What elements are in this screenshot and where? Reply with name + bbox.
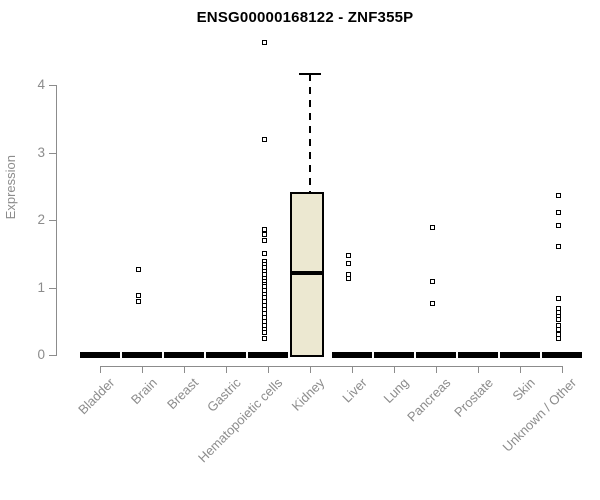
data-point — [262, 250, 267, 256]
whisker-line — [309, 73, 311, 193]
zero-value-bar — [164, 352, 204, 358]
x-tick-label: Brain — [127, 375, 160, 408]
data-point — [430, 224, 435, 230]
x-tick-label: Breast — [164, 375, 202, 413]
data-point — [262, 232, 267, 238]
data-point — [262, 330, 267, 336]
data-point — [136, 266, 141, 272]
x-tick-label: Prostate — [450, 375, 496, 420]
data-point — [346, 276, 351, 282]
x-tick-label: Kidney — [288, 375, 328, 414]
y-tick-label: 4 — [37, 77, 45, 92]
x-tick-label: Unknown / Other — [500, 375, 580, 455]
x-axis-tick — [520, 366, 521, 373]
y-axis-tick — [49, 152, 56, 154]
x-axis-tick — [478, 366, 479, 373]
x-axis-tick — [352, 366, 353, 373]
x-axis-tick — [562, 366, 563, 373]
data-point — [556, 243, 561, 249]
data-point — [262, 237, 267, 243]
x-axis-tick — [394, 366, 395, 373]
x-tick-label: Liver — [339, 375, 370, 406]
y-axis-label: Expression — [3, 155, 18, 220]
x-axis-line — [100, 366, 563, 367]
x-axis-tick — [268, 366, 269, 373]
y-axis-line — [56, 85, 57, 356]
y-axis-tick — [49, 220, 56, 221]
zero-value-bar — [122, 352, 162, 358]
data-point — [136, 298, 141, 304]
data-point — [346, 252, 351, 258]
data-point — [430, 278, 435, 284]
y-tick-label: 3 — [37, 144, 45, 160]
data-point — [262, 136, 267, 142]
data-point — [346, 261, 351, 267]
data-point — [430, 301, 435, 307]
data-point — [556, 326, 561, 332]
zero-value-bar — [80, 352, 120, 358]
chart-title: ENSG00000168122 - ZNF355P — [196, 9, 414, 26]
x-tick-label: Gastric — [203, 375, 244, 415]
data-point — [556, 295, 561, 301]
data-point — [262, 39, 267, 45]
data-point — [262, 226, 267, 232]
x-axis-tick — [310, 366, 311, 373]
zero-value-bar — [416, 352, 456, 358]
zero-value-bar — [500, 352, 540, 358]
x-tick-label: Pancreas — [404, 375, 454, 425]
data-point — [136, 293, 141, 299]
zero-value-bar — [542, 352, 582, 358]
zero-value-bar — [248, 352, 288, 358]
y-tick-label: 2 — [37, 212, 45, 227]
median-line — [290, 271, 324, 276]
data-point — [262, 335, 267, 341]
data-point — [556, 335, 561, 341]
data-point — [556, 222, 561, 228]
zero-value-bar — [458, 352, 498, 358]
zero-value-bar — [332, 352, 372, 358]
zero-value-bar — [374, 352, 414, 358]
y-tick-label: 1 — [37, 279, 45, 295]
x-tick-label: Bladder — [75, 375, 118, 418]
x-axis-tick — [436, 366, 437, 373]
y-axis-tick — [49, 287, 56, 289]
x-axis-tick — [226, 366, 227, 373]
x-axis-tick — [142, 366, 143, 373]
x-axis-tick — [184, 366, 185, 373]
zero-value-bar — [206, 352, 246, 358]
data-point — [556, 317, 561, 323]
data-point — [556, 192, 561, 198]
y-axis-tick — [49, 355, 56, 356]
x-tick-label: Skin — [509, 375, 538, 404]
data-point — [556, 210, 561, 216]
x-tick-label: Lung — [380, 375, 412, 407]
y-tick-label: 0 — [37, 347, 45, 362]
x-axis-tick — [100, 366, 101, 373]
y-axis-tick — [49, 85, 56, 86]
